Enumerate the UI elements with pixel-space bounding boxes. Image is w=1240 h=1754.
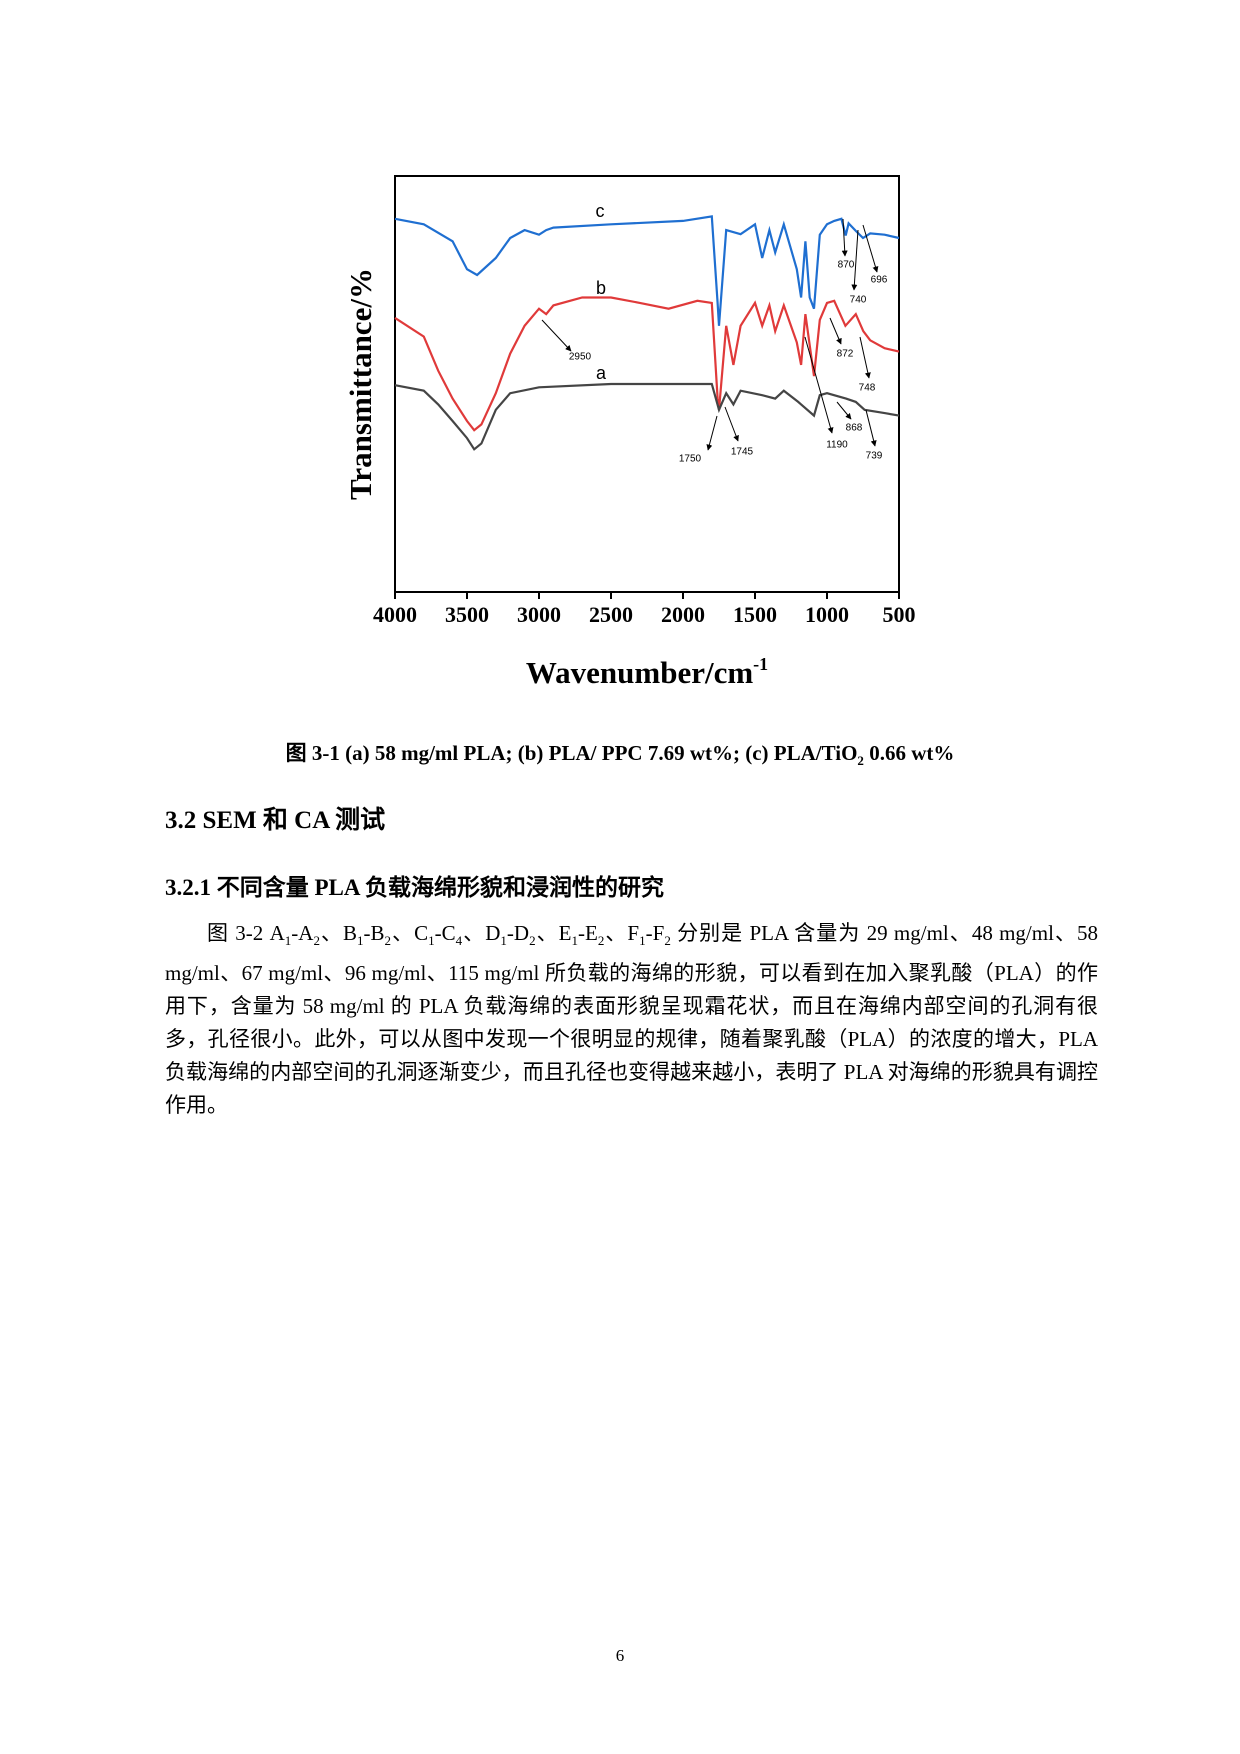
text-run: -A <box>291 921 314 945</box>
annotation-arrow <box>836 401 852 420</box>
text-run: 1 <box>571 933 579 949</box>
annotation-arrow <box>804 336 834 434</box>
text-run: 4 <box>455 933 463 949</box>
text-run: 2 <box>664 933 671 949</box>
series-label: a <box>596 363 607 383</box>
spectrum-line <box>394 296 900 432</box>
plot-frame <box>394 175 900 593</box>
series-label: c <box>596 201 605 221</box>
text-run: 2 <box>857 753 864 769</box>
text-run: -E <box>578 921 598 945</box>
annotation-arrow <box>541 319 572 352</box>
annotation: 696 <box>871 275 888 286</box>
text-run: 2 <box>384 933 392 949</box>
text-run: 2 <box>313 933 320 949</box>
annotation-arrow <box>862 224 879 273</box>
text-run: 、D <box>462 921 501 945</box>
annotation: 748 <box>859 383 876 394</box>
spectrum-line <box>394 215 900 326</box>
annotation-arrow <box>829 317 842 345</box>
annotation-arrow <box>859 336 871 379</box>
x-tick-label: 1500 <box>733 602 777 627</box>
figure-caption: 图 3-1 (a) 58 mg/ml PLA; (b) PLA/ PPC 7.6… <box>0 737 1240 769</box>
text-run: 1 <box>357 933 364 949</box>
annotation-arrow <box>706 415 718 451</box>
annotation: 872 <box>837 349 854 360</box>
x-axis-label: Wavenumber/cm-1 <box>526 654 768 690</box>
x-tick-label: 3000 <box>517 602 561 627</box>
series-label: b <box>596 278 606 298</box>
subsection-heading: 3.2.1 不同含量 PLA 负载海绵形貌和浸润性的研究 <box>165 875 664 900</box>
paragraph: 图 3-2 A1-A2、B1-B2、C1-C4、D1-D2、E1-E2、F1-F… <box>165 917 1098 1122</box>
x-tick-label: 3500 <box>445 602 489 627</box>
text-run: 1 <box>639 933 646 949</box>
text-run: 0.66 wt% <box>863 741 955 765</box>
x-tick-label: 2000 <box>661 602 705 627</box>
x-tick-label: 1000 <box>805 602 849 627</box>
annotation: 870 <box>838 260 855 271</box>
annotation-arrow <box>724 406 739 442</box>
x-tick-label: 500 <box>883 602 916 627</box>
annotation: 740 <box>850 295 867 306</box>
section-heading: 3.2 SEM 和 CA 测试 <box>165 807 386 834</box>
annotation: 868 <box>846 423 863 434</box>
y-axis-label: Transmittance/% <box>343 268 378 500</box>
annotation-arrow <box>851 229 859 291</box>
annotation-arrow <box>841 218 848 257</box>
x-tick-label: 4000 <box>373 602 417 627</box>
text-run: 2 <box>529 933 536 949</box>
text-run: 1 <box>428 933 435 949</box>
annotation: 739 <box>866 451 883 462</box>
text-run: 、F <box>604 921 640 945</box>
text-run: 1 <box>500 933 507 949</box>
annotation-arrow <box>865 409 877 447</box>
text-run: -D <box>506 921 530 945</box>
spectrum-line <box>394 382 900 451</box>
chart: Transmittance/% Wavenumber/cm-1 4000 3500… <box>343 175 916 690</box>
text-run: -C <box>434 921 456 945</box>
text-run: 1 <box>284 933 292 949</box>
text-run: Wavenumber/cm <box>526 655 753 690</box>
annotation: 1750 <box>679 454 702 465</box>
text-run: 、B <box>319 921 358 945</box>
x-tick-label: 2500 <box>589 602 633 627</box>
page-number: 6 <box>615 1646 625 1665</box>
annotation: 1190 <box>826 440 848 451</box>
text-run: 、E <box>535 921 572 945</box>
text-run: 、C <box>391 921 429 945</box>
text-run: 图 3-1 (a) 58 mg/ml PLA; (b) PLA/ PPC 7.6… <box>285 741 858 765</box>
text-run: -B <box>363 921 385 945</box>
text-run: 分别是 PLA 含量为 29 mg/ml、48 mg/ml、58 mg/ml、6… <box>165 921 1098 1118</box>
text-run: -1 <box>753 654 768 674</box>
annotation: 2950 <box>569 352 592 363</box>
text-run: 2 <box>597 933 605 949</box>
annotation: 1745 <box>731 447 754 458</box>
text-run: 图 3-2 A <box>207 921 285 945</box>
text-run: -F <box>645 921 665 945</box>
